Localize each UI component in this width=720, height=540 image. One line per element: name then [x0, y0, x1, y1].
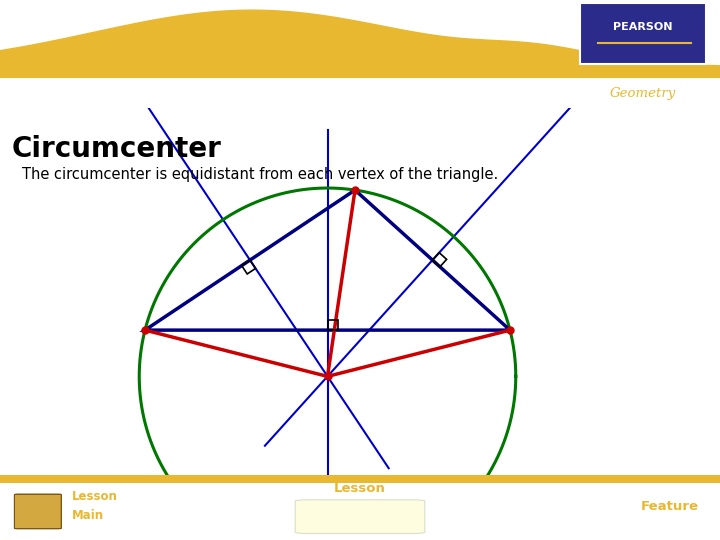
FancyBboxPatch shape — [580, 3, 706, 64]
Text: Feature: Feature — [640, 500, 698, 513]
FancyBboxPatch shape — [14, 494, 61, 529]
Text: Lesson: Lesson — [72, 490, 118, 503]
Text: PEARSON: PEARSON — [613, 22, 672, 32]
FancyBboxPatch shape — [14, 494, 61, 529]
Text: Lesson: Lesson — [334, 482, 386, 495]
Bar — [0, 475, 720, 483]
Text: Circumcenter: Circumcenter — [12, 135, 222, 163]
Text: The circumcenter is equidistant from each vertex of the triangle.: The circumcenter is equidistant from eac… — [22, 167, 498, 182]
Text: Geometry: Geometry — [610, 86, 676, 100]
FancyBboxPatch shape — [295, 500, 425, 534]
Text: Main: Main — [72, 509, 104, 522]
